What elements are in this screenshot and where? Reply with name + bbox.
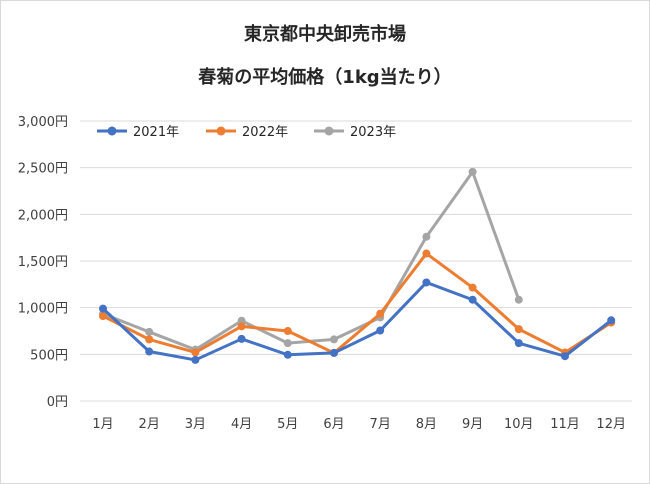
y-tick-label: 3,000円 xyxy=(18,115,68,130)
data-point xyxy=(376,309,385,318)
x-tick-label: 1月 xyxy=(92,417,113,432)
data-point xyxy=(191,355,200,364)
data-point xyxy=(468,295,477,304)
legend-swatch-marker xyxy=(216,126,226,136)
legend-label: 2022年 xyxy=(242,125,288,140)
data-point xyxy=(468,167,477,176)
series-line xyxy=(101,252,613,355)
x-tick-label: 10月 xyxy=(504,417,534,432)
y-axis-labels: 0円 500円 1,000円 1,500円 2,000円 2,500円 3,000円 xyxy=(18,115,68,410)
legend: 2021年 2022年 2023年 xyxy=(97,125,396,140)
legend-item: 2022年 xyxy=(206,125,288,140)
data-point xyxy=(330,335,338,344)
data-point xyxy=(422,232,431,241)
data-point xyxy=(514,295,523,304)
data-point xyxy=(145,335,154,344)
legend-label: 2023年 xyxy=(350,125,396,140)
x-tick-label: 3月 xyxy=(185,417,206,432)
x-tick-label: 2月 xyxy=(139,417,160,432)
legend-swatch-marker xyxy=(107,126,117,136)
y-tick-label: 500円 xyxy=(30,348,68,363)
series-2021年 xyxy=(99,278,616,364)
x-tick-label: 9月 xyxy=(462,417,483,432)
data-point xyxy=(468,283,477,292)
data-point xyxy=(237,316,246,325)
y-tick-label: 2,500円 xyxy=(18,162,68,177)
x-tick-label: 4月 xyxy=(231,417,252,432)
data-point xyxy=(330,348,338,357)
data-point xyxy=(99,312,107,321)
x-tick-label: 7月 xyxy=(370,417,391,432)
y-tick-label: 1,000円 xyxy=(18,302,68,317)
series-line xyxy=(101,280,613,362)
y-tick-label: 2,000円 xyxy=(18,208,68,223)
data-point xyxy=(283,350,292,359)
chart-title: 東京都中央卸売市場 xyxy=(244,24,406,45)
legend-item: 2021年 xyxy=(97,125,179,140)
data-point xyxy=(237,334,246,343)
data-point xyxy=(561,352,569,361)
series-2022年 xyxy=(99,249,616,357)
chart-subtitle: 春菊の平均価格（1kg当たり） xyxy=(198,67,452,88)
gridlines xyxy=(80,120,632,402)
data-point xyxy=(145,347,154,356)
x-tick-label: 6月 xyxy=(323,417,344,432)
data-point xyxy=(191,348,200,357)
data-point xyxy=(283,339,292,348)
legend-item: 2023年 xyxy=(314,125,396,140)
y-tick-label: 0円 xyxy=(47,395,68,410)
series-lines xyxy=(99,167,616,364)
data-point xyxy=(514,325,523,334)
data-point xyxy=(514,339,523,348)
data-point xyxy=(99,304,107,313)
x-tick-label: 5月 xyxy=(277,417,298,432)
data-point xyxy=(376,326,385,335)
data-point xyxy=(607,316,616,325)
data-point xyxy=(237,322,246,331)
legend-swatch-marker xyxy=(324,126,334,136)
x-axis-labels: 1月 2月 3月 4月 5月 6月 7月 8月 9月 10月 11月 12月 xyxy=(92,417,626,432)
x-tick-label: 11月 xyxy=(550,417,580,432)
x-tick-label: 12月 xyxy=(596,417,626,432)
x-tick-label: 8月 xyxy=(416,417,437,432)
data-point xyxy=(422,278,431,287)
legend-label: 2021年 xyxy=(133,125,179,140)
data-point xyxy=(422,249,431,258)
y-tick-label: 1,500円 xyxy=(18,255,68,270)
data-point xyxy=(283,327,292,335)
data-point xyxy=(145,327,154,336)
